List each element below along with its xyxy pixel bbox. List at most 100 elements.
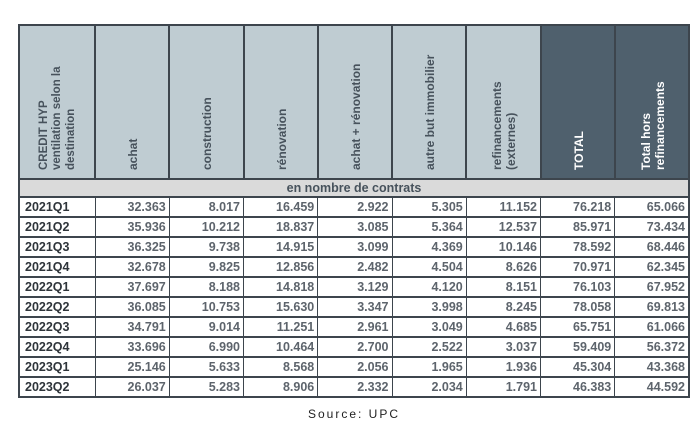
value-cell: 1.791 — [465, 376, 542, 398]
table-row: 2022Q3 34.791 9.014 11.251 2.961 3.049 4.685 65… — [18, 316, 690, 338]
value-cell: 43.368 — [614, 356, 690, 378]
col-header-label: refinancements (externes) — [490, 81, 519, 170]
source-note: Source: UPC — [307, 407, 401, 421]
table-row: 2022Q4 33.696 6.990 10.464 2.700 2.522 3.037 59… — [18, 336, 690, 358]
value-cell: 2.700 — [317, 336, 393, 358]
value-cell: 34.791 — [94, 316, 170, 338]
col-header-renovation: rénovation — [242, 24, 319, 180]
value-cell: 3.099 — [317, 236, 393, 258]
row-label: 2022Q4 — [18, 336, 96, 358]
value-cell: 2.332 — [317, 376, 393, 398]
value-cell: 2.056 — [317, 356, 393, 378]
table-row: 2023Q2 26.037 5.283 8.906 2.332 2.034 1.791 46.… — [18, 376, 690, 398]
col-header-construction: construction — [168, 24, 245, 180]
value-cell: 8.906 — [242, 376, 319, 398]
value-cell: 67.952 — [614, 276, 690, 298]
value-cell: 37.697 — [94, 276, 170, 298]
row-label: 2021Q4 — [18, 256, 96, 278]
value-cell: 76.218 — [539, 196, 616, 218]
value-cell: 2.034 — [391, 376, 467, 398]
value-cell: 26.037 — [94, 376, 170, 398]
table-row: 2021Q3 36.325 9.738 14.915 3.099 4.369 10.146 7… — [18, 236, 690, 258]
value-cell: 59.409 — [539, 336, 616, 358]
col-header-achat: achat — [93, 24, 171, 180]
value-cell: 9.738 — [168, 236, 245, 258]
row-label: 2023Q2 — [18, 376, 96, 398]
col-header-label: achat + rénovation — [348, 63, 363, 170]
value-cell: 69.813 — [614, 296, 690, 318]
col-header-achat-renovation: achat + rénovation — [316, 24, 394, 180]
row-label: 2021Q1 — [18, 196, 96, 218]
value-cell: 12.856 — [242, 256, 319, 278]
value-cell: 1.965 — [391, 356, 467, 378]
value-cell: 8.151 — [465, 276, 542, 298]
value-cell: 15.630 — [242, 296, 319, 318]
value-cell: 5.633 — [168, 356, 245, 378]
value-cell: 35.936 — [94, 216, 170, 238]
col-header-total-hors-refinancements: Total hors refinancements — [613, 24, 691, 180]
value-cell: 62.345 — [614, 256, 690, 278]
col-header-label: Total hors refinancements — [638, 81, 667, 170]
value-cell: 32.363 — [94, 196, 170, 218]
value-cell: 9.825 — [168, 256, 245, 278]
header-row: CREDIT HYP ventilation selon la destinat… — [18, 24, 691, 180]
value-cell: 45.304 — [539, 356, 616, 378]
table-title: CREDIT HYP ventilation selon la destinat… — [37, 66, 77, 170]
value-cell: 85.971 — [539, 216, 616, 238]
value-cell: 65.751 — [539, 316, 616, 338]
value-cell: 4.120 — [391, 276, 467, 298]
value-cell: 8.568 — [242, 356, 319, 378]
value-cell: 12.537 — [465, 216, 542, 238]
col-header-label: rénovation — [274, 108, 289, 170]
value-cell: 4.685 — [465, 316, 542, 338]
table-row: 2022Q1 37.697 8.188 14.818 3.129 4.120 8.151 76… — [18, 276, 690, 298]
unit-band-label: en nombre de contrats — [18, 178, 690, 198]
col-header-label: autre but immobilier — [422, 54, 437, 170]
value-cell: 65.066 — [614, 196, 690, 218]
value-cell: 36.325 — [94, 236, 170, 258]
value-cell: 4.504 — [391, 256, 467, 278]
value-cell: 10.753 — [168, 296, 245, 318]
value-cell: 61.066 — [614, 316, 690, 338]
value-cell: 4.369 — [391, 236, 467, 258]
table-row: 2021Q4 32.678 9.825 12.856 2.482 4.504 8.626 70… — [18, 256, 690, 278]
value-cell: 5.364 — [391, 216, 467, 238]
value-cell: 33.696 — [94, 336, 170, 358]
value-cell: 11.251 — [242, 316, 319, 338]
value-cell: 5.283 — [168, 376, 245, 398]
value-cell: 70.971 — [539, 256, 616, 278]
value-cell: 73.434 — [614, 216, 690, 238]
col-header-total: TOTAL — [539, 24, 616, 180]
value-cell: 25.146 — [94, 356, 170, 378]
table-row: 2022Q2 36.085 10.753 15.630 3.347 3.998 8.245 7… — [18, 296, 690, 318]
value-cell: 9.014 — [168, 316, 245, 338]
value-cell: 10.464 — [242, 336, 319, 358]
value-cell: 5.305 — [391, 196, 467, 218]
value-cell: 2.961 — [317, 316, 393, 338]
value-cell: 3.037 — [465, 336, 542, 358]
value-cell: 68.446 — [614, 236, 690, 258]
value-cell: 18.837 — [242, 216, 319, 238]
value-cell: 2.922 — [317, 196, 393, 218]
value-cell: 3.998 — [391, 296, 467, 318]
value-cell: 78.592 — [539, 236, 616, 258]
col-header-title: CREDIT HYP ventilation selon la destinat… — [18, 24, 96, 180]
col-header-label: TOTAL — [571, 131, 586, 170]
value-cell: 3.347 — [317, 296, 393, 318]
value-cell: 3.085 — [317, 216, 393, 238]
value-cell: 10.212 — [168, 216, 245, 238]
table-row: 2023Q1 25.146 5.633 8.568 2.056 1.965 1.936 45.… — [18, 356, 690, 378]
row-label: 2022Q1 — [18, 276, 96, 298]
table-row: 2021Q1 32.363 8.017 16.459 2.922 5.305 11.152 7… — [18, 196, 690, 218]
value-cell: 32.678 — [94, 256, 170, 278]
row-label: 2023Q1 — [18, 356, 96, 378]
row-label: 2022Q3 — [18, 316, 96, 338]
table-row: 2021Q2 35.936 10.212 18.837 3.085 5.364 12.537… — [18, 216, 690, 238]
value-cell: 8.017 — [168, 196, 245, 218]
table-body: 2021Q1 32.363 8.017 16.459 2.922 5.305 11.152 7… — [18, 196, 690, 398]
value-cell: 2.482 — [317, 256, 393, 278]
value-cell: 2.522 — [391, 336, 467, 358]
value-cell: 78.058 — [539, 296, 616, 318]
value-cell: 10.146 — [465, 236, 542, 258]
